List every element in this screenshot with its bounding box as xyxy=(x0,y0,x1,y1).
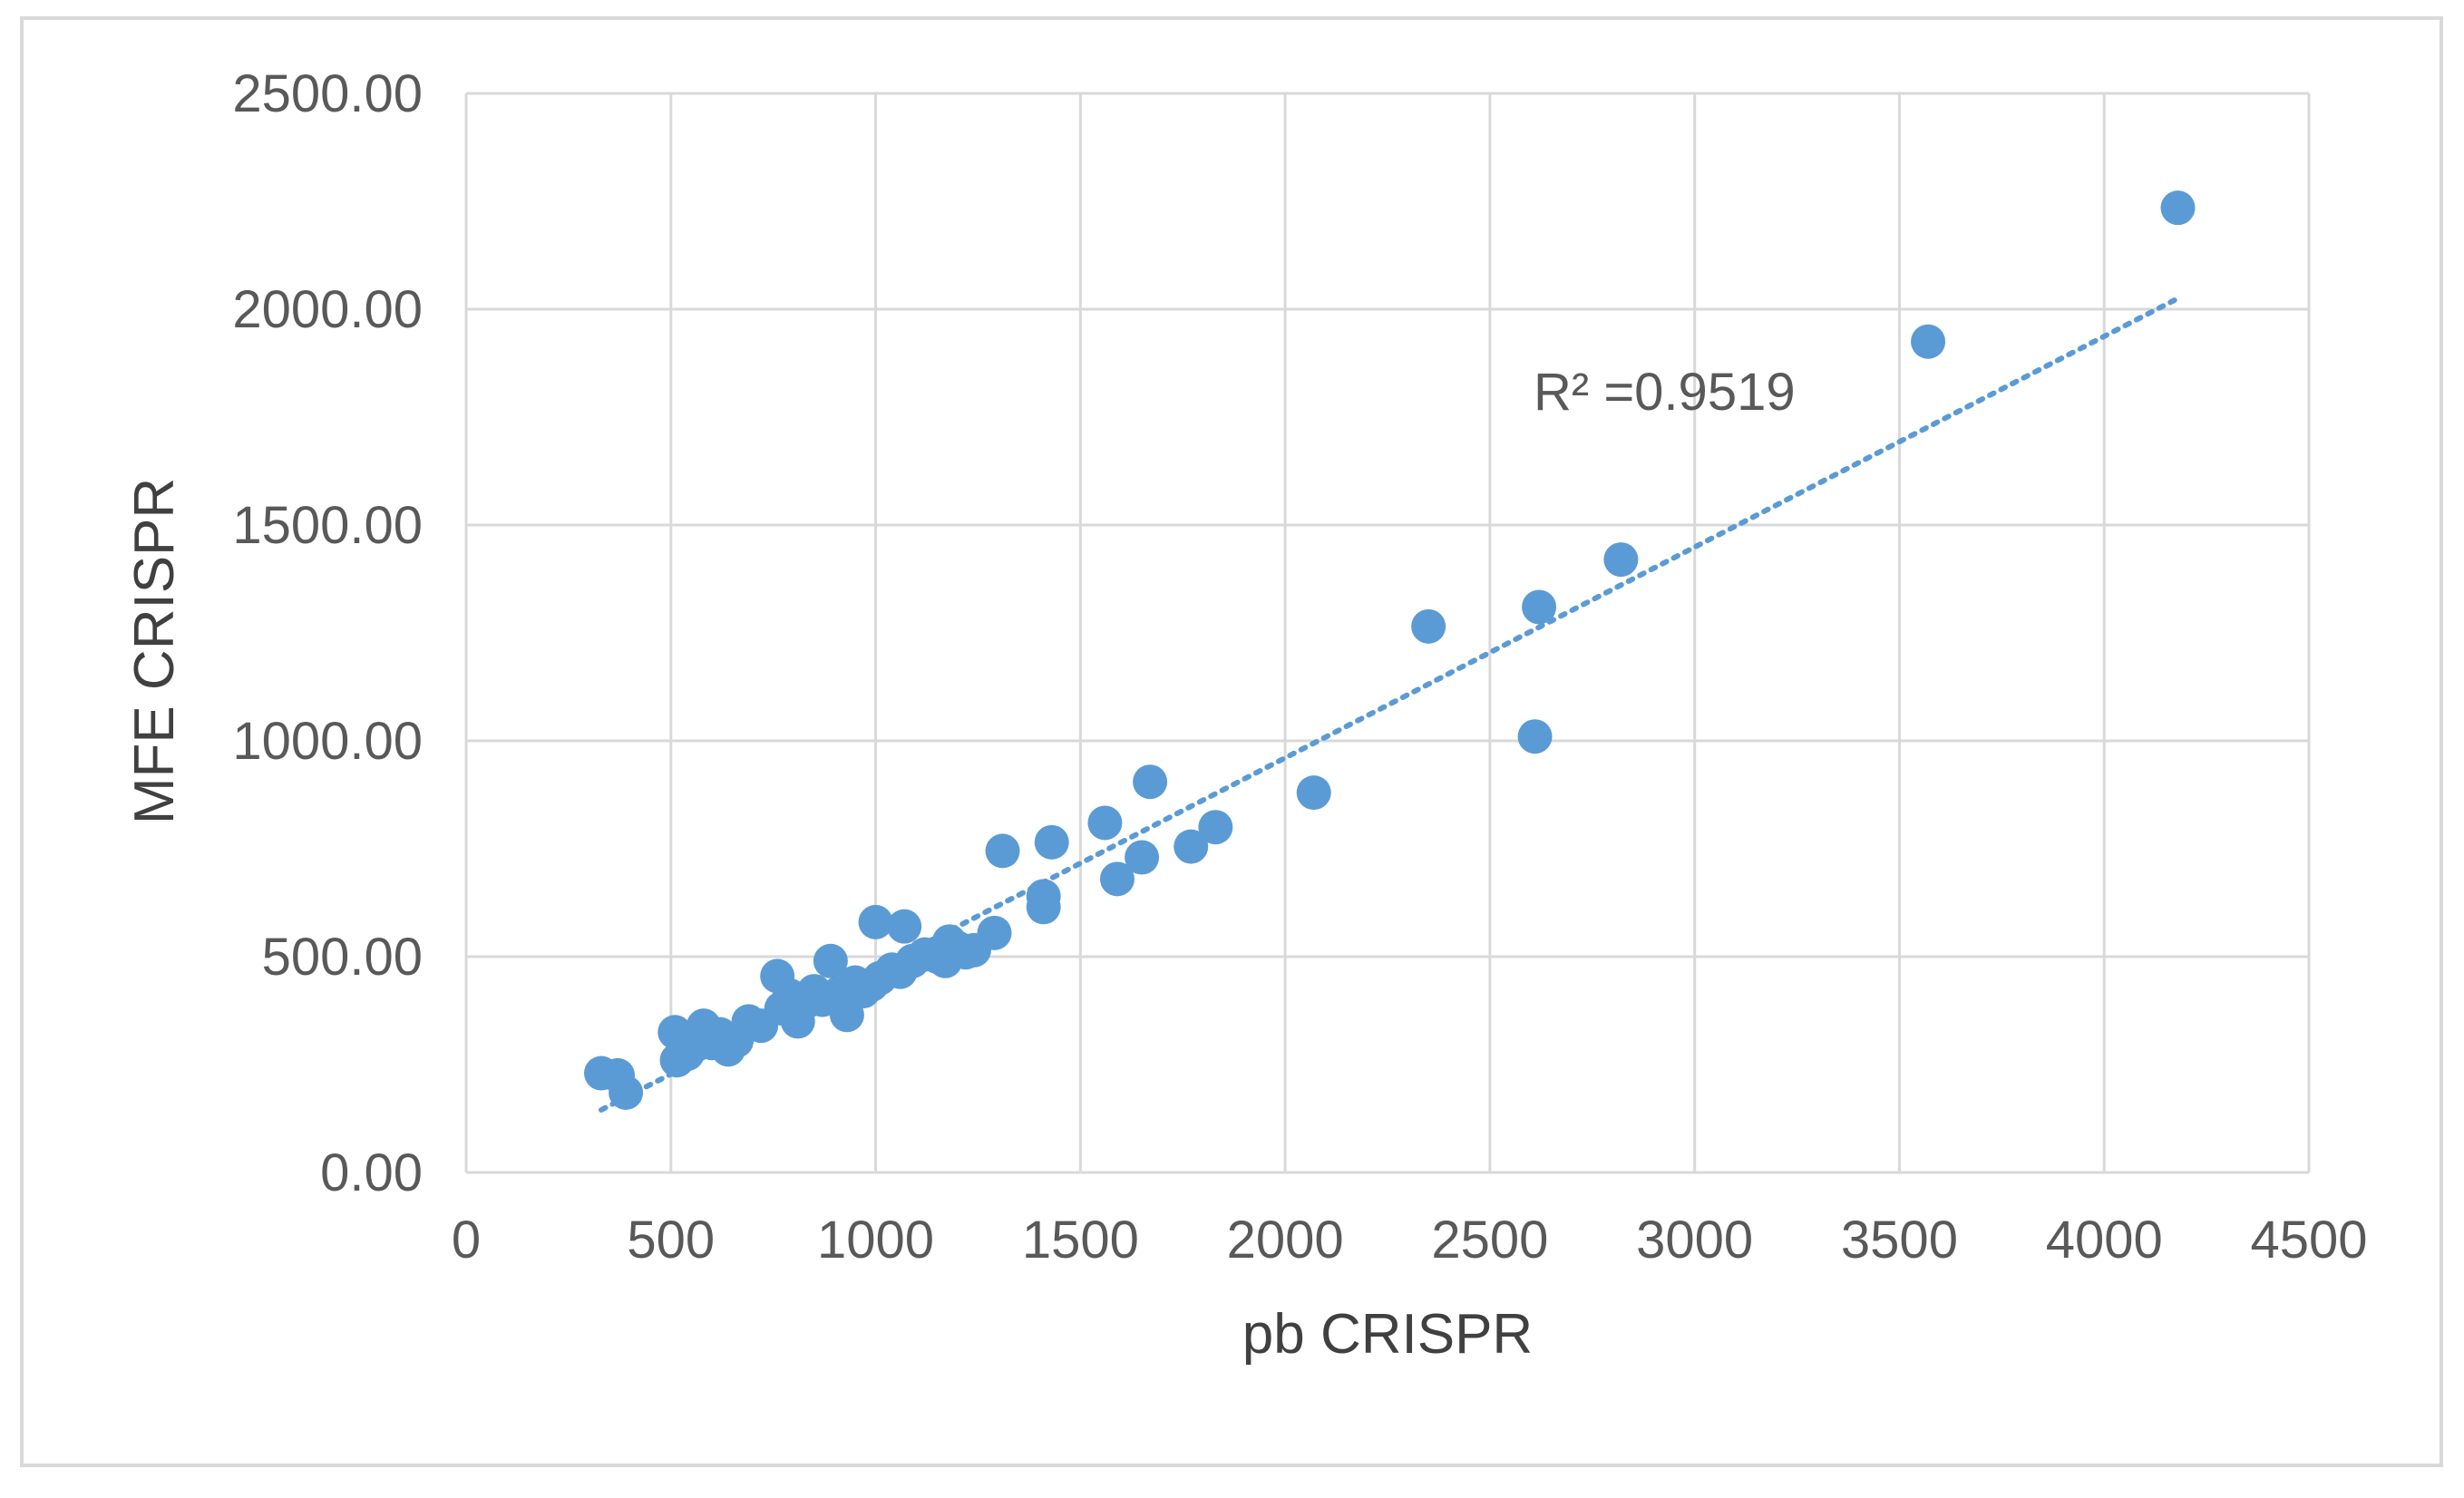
data-point xyxy=(985,833,1020,869)
x-tick-label: 0 xyxy=(452,1211,481,1269)
data-point xyxy=(1198,810,1233,845)
data-point xyxy=(1411,608,1446,644)
data-point xyxy=(1026,890,1061,925)
data-point xyxy=(1099,861,1135,897)
y-tick-label: 1000.00 xyxy=(232,712,423,771)
data-point xyxy=(1603,542,1639,578)
y-tick-label: 2000.00 xyxy=(232,280,423,339)
data-point xyxy=(977,915,1012,950)
data-point xyxy=(1174,829,1209,864)
r-squared-annotation: R² =0.9519 xyxy=(1534,363,1796,422)
x-axis-title: pb CRISPR xyxy=(1242,1303,1533,1366)
data-point xyxy=(858,904,893,939)
x-tick-label: 4000 xyxy=(2046,1211,2163,1269)
data-point xyxy=(1125,840,1160,875)
chart-frame: 0 500 1000 1500 2000 2500 3000 3500 4000 4500 0.0… xyxy=(20,16,2443,1467)
data-point xyxy=(1522,589,1557,625)
x-tick-label: 500 xyxy=(627,1211,715,1269)
data-point xyxy=(609,1075,644,1110)
data-point xyxy=(813,943,848,978)
y-axis-title: MFE CRISPR xyxy=(123,478,186,824)
y-tick-label: 1500.00 xyxy=(232,496,423,555)
x-tick-label: 2000 xyxy=(1227,1211,1344,1269)
x-tick-label: 4500 xyxy=(2250,1211,2367,1269)
grid xyxy=(464,92,2311,1174)
x-axis-ticks: 0 500 1000 1500 2000 2500 3000 3500 4000 4500 xyxy=(452,1211,2368,1269)
x-tick-label: 3000 xyxy=(1636,1211,1753,1269)
y-tick-label: 2500.00 xyxy=(232,64,423,123)
x-tick-label: 2500 xyxy=(1431,1211,1548,1269)
y-tick-label: 0.00 xyxy=(320,1143,423,1202)
data-point xyxy=(1034,824,1069,860)
y-tick-label: 500.00 xyxy=(262,928,423,987)
data-point xyxy=(1296,775,1331,811)
data-point xyxy=(1133,764,1168,800)
data-point xyxy=(887,909,922,944)
x-tick-label: 3500 xyxy=(1841,1211,1958,1269)
x-tick-label: 1500 xyxy=(1022,1211,1139,1269)
data-point xyxy=(1911,324,1946,359)
scatter-chart: 0 500 1000 1500 2000 2500 3000 3500 4000 4500 0.0… xyxy=(123,64,2368,1366)
y-axis-ticks: 0.00 500.00 1000.00 1500.00 2000.00 2500.00 xyxy=(232,64,423,1202)
data-point xyxy=(2160,190,2196,226)
data-point xyxy=(1517,719,1553,754)
x-tick-label: 1000 xyxy=(817,1211,934,1269)
data-point xyxy=(1087,805,1123,841)
data-points xyxy=(584,190,2196,1110)
